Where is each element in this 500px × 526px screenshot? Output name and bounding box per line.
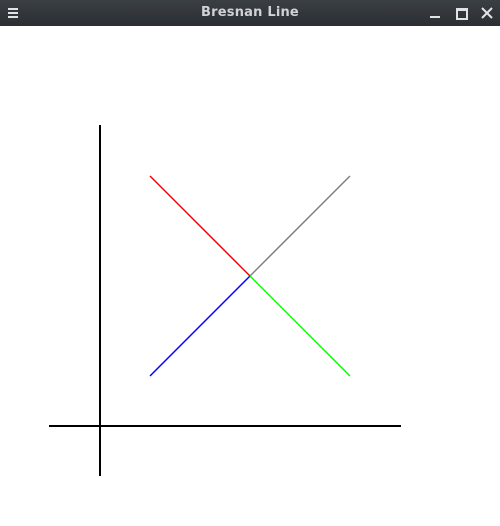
hamburger-menu-icon[interactable] [6,6,20,20]
drawing-canvas [0,26,500,526]
title-bar[interactable]: Bresnan Line [0,0,500,26]
green-line [249,275,351,377]
minimize-icon [430,16,440,18]
gray-line [249,175,351,277]
blue-line [149,275,251,377]
minimize-button[interactable] [427,5,443,21]
close-button[interactable] [479,5,495,21]
window-title: Bresnan Line [201,5,299,20]
red-line [149,175,251,277]
maximize-icon [456,8,468,20]
maximize-button[interactable] [453,5,469,21]
close-icon [481,7,493,19]
